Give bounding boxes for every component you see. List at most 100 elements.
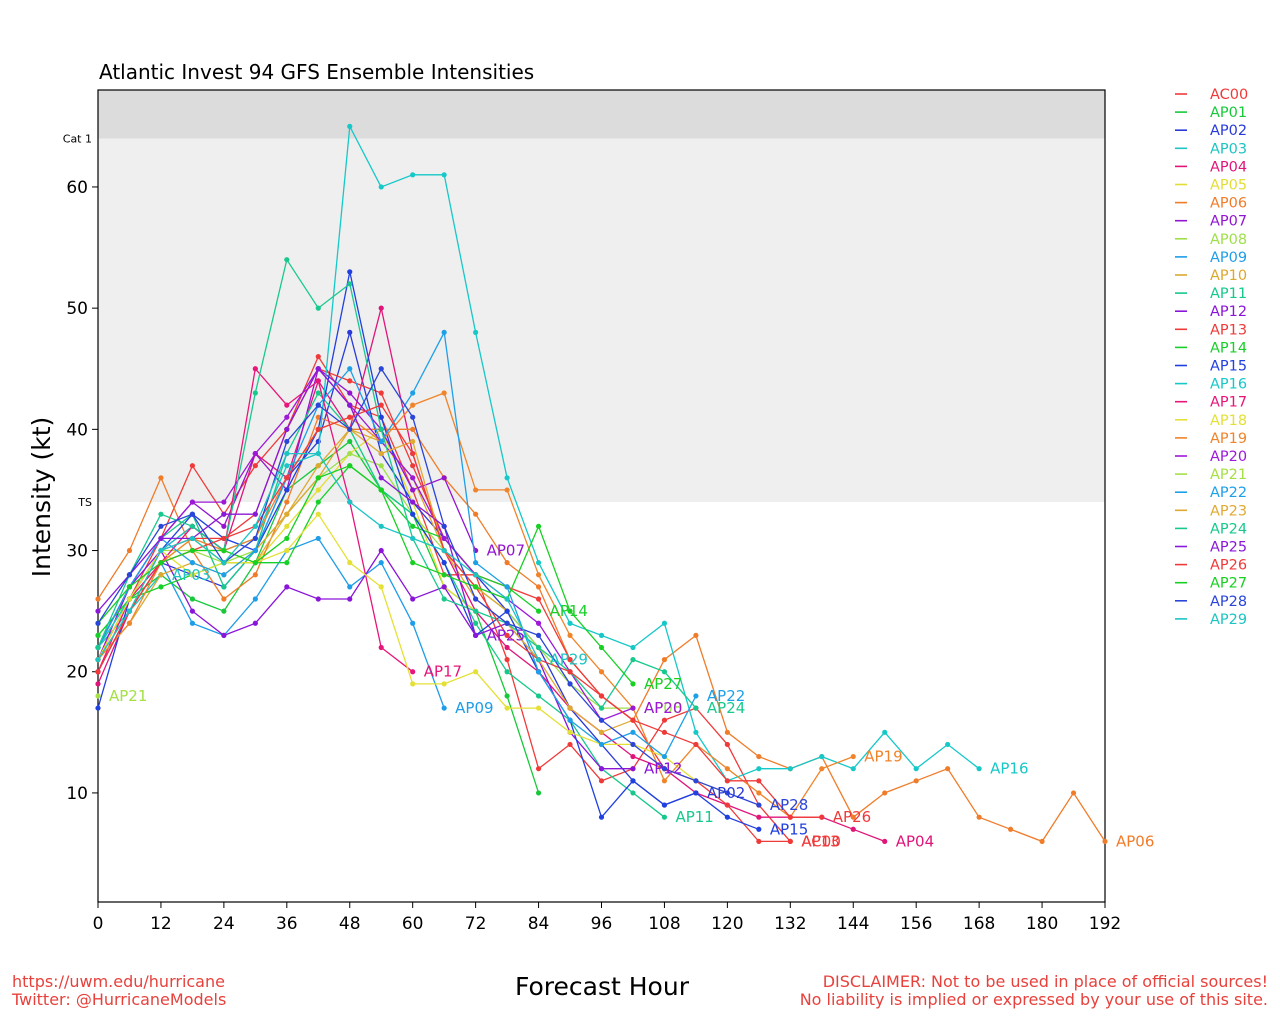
- data-point: [95, 608, 101, 614]
- series-ap21: [95, 693, 101, 699]
- data-point: [158, 584, 164, 590]
- y-tick-label: 30: [66, 542, 88, 562]
- data-point: [473, 329, 479, 335]
- data-point: [819, 814, 825, 820]
- data-point: [221, 584, 227, 590]
- series-line: [97, 513, 728, 794]
- legend-entry-ap22: AP22: [1210, 485, 1247, 501]
- data-point: [221, 596, 227, 602]
- end-label-ap27: AP27: [644, 675, 682, 693]
- data-point: [315, 414, 321, 420]
- legend-entry-ap21: AP21: [1210, 467, 1247, 483]
- data-point: [347, 463, 353, 469]
- legend-entry-ap09: AP09: [1210, 250, 1247, 266]
- data-point: [410, 402, 416, 408]
- data-point: [693, 778, 699, 784]
- x-tick-label: 144: [837, 914, 869, 934]
- series-ap29: [95, 450, 542, 663]
- end-label-ap22: AP22: [707, 687, 745, 705]
- data-point: [189, 535, 196, 542]
- data-point: [598, 741, 605, 748]
- footer-twitter-handle[interactable]: Twitter: @HurricaneModels: [12, 990, 227, 1009]
- data-point: [598, 644, 605, 651]
- footer-website-link[interactable]: https://uwm.edu/hurricane: [12, 972, 225, 991]
- data-point: [189, 499, 196, 505]
- data-point: [410, 499, 416, 505]
- end-label-ap13: AP13: [801, 832, 839, 850]
- legend-entry-ap20: AP20: [1210, 449, 1247, 465]
- data-point: [1102, 838, 1108, 845]
- data-point: [473, 596, 479, 602]
- data-point: [598, 693, 605, 699]
- data-point: [315, 426, 321, 432]
- data-point: [347, 426, 353, 432]
- data-point: [378, 184, 384, 190]
- data-point: [756, 790, 762, 796]
- series-end-labels: AC00 AP02 AP03 AP04 AP06 AP07 AP08 AP09 AP11 AP12…: [109, 542, 1154, 851]
- data-point: [630, 729, 636, 735]
- x-tick-label: 168: [963, 914, 995, 934]
- data-point: [410, 681, 416, 687]
- data-point: [221, 523, 227, 529]
- data-point: [252, 463, 258, 469]
- data-point: [473, 511, 479, 517]
- data-point: [126, 572, 133, 578]
- data-point: [850, 826, 856, 832]
- data-point: [284, 499, 290, 505]
- data-point: [945, 766, 951, 772]
- data-point: [126, 547, 133, 554]
- data-point: [158, 523, 164, 529]
- data-point: [567, 669, 573, 675]
- y-axis-label: Intensity (kt): [27, 417, 56, 578]
- data-point: [504, 487, 510, 493]
- data-point: [95, 681, 101, 687]
- data-point: [535, 560, 542, 566]
- data-point: [284, 487, 290, 493]
- data-point: [410, 620, 416, 626]
- data-point: [252, 366, 258, 372]
- data-point: [378, 414, 384, 420]
- data-point: [661, 753, 668, 760]
- data-point: [189, 596, 196, 602]
- data-point: [693, 729, 699, 735]
- data-point: [378, 523, 384, 529]
- data-point: [284, 584, 290, 590]
- data-point: [630, 717, 636, 723]
- data-point: [347, 596, 353, 602]
- data-point: [535, 596, 542, 602]
- data-point: [567, 705, 573, 711]
- data-point: [410, 172, 416, 178]
- intensity-bands: TS Cat 1: [63, 90, 1105, 509]
- end-label-ap25: AP25: [487, 626, 525, 644]
- data-point: [410, 475, 416, 481]
- data-point: [347, 450, 353, 457]
- data-point: [850, 814, 856, 820]
- data-point: [378, 366, 384, 372]
- end-label-ap09: AP09: [455, 699, 493, 717]
- data-point: [535, 620, 542, 626]
- end-label-ap24: AP24: [707, 699, 745, 717]
- data-point: [284, 475, 290, 481]
- data-point: [661, 766, 668, 772]
- data-point: [252, 523, 258, 529]
- x-tick-label: 48: [339, 914, 361, 934]
- data-point: [945, 741, 951, 748]
- data-point: [378, 402, 384, 408]
- data-point: [535, 644, 542, 651]
- data-point: [504, 584, 510, 590]
- data-point: [126, 584, 133, 590]
- legend-entry-ap12: AP12: [1210, 304, 1247, 320]
- data-point: [976, 814, 982, 820]
- legend-entry-ap01: AP01: [1210, 105, 1247, 121]
- end-label-ap26: AP26: [833, 808, 871, 826]
- end-label-ap06: AP06: [1116, 832, 1154, 850]
- legend-entry-ap03: AP03: [1210, 141, 1247, 157]
- data-point: [819, 753, 825, 760]
- data-point: [95, 705, 101, 711]
- data-point: [882, 729, 888, 735]
- data-point: [95, 669, 101, 675]
- data-point: [787, 814, 793, 820]
- data-point: [378, 644, 384, 651]
- data-point: [441, 705, 447, 711]
- data-point: [158, 475, 164, 481]
